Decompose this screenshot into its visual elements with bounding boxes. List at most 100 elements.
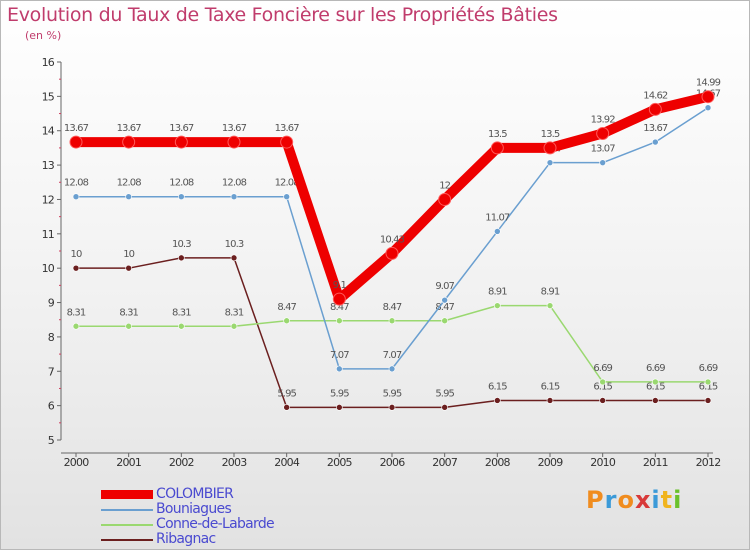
data-label: 6.69 (699, 363, 718, 374)
data-label: 13.67 (169, 123, 194, 134)
data-point (125, 264, 132, 272)
data-label: 13.92 (591, 114, 616, 125)
data-point (230, 193, 238, 201)
data-label: 10 (71, 249, 82, 260)
y-tick-label: 14 (42, 125, 55, 138)
data-point (701, 90, 715, 104)
data-point (174, 135, 188, 149)
data-point (438, 192, 452, 206)
data-label: 8.91 (541, 287, 560, 298)
data-point (599, 378, 606, 386)
data-label: 14.62 (643, 90, 668, 101)
data-point (280, 135, 294, 149)
data-label: 9.1 (333, 280, 347, 291)
data-label: 6.15 (541, 381, 560, 392)
data-point (178, 322, 185, 330)
data-label: 12.08 (222, 178, 247, 189)
data-label: 5.95 (383, 388, 402, 399)
logo-letter: o (617, 486, 635, 514)
data-label: 12.08 (275, 178, 300, 189)
data-label: 7.07 (330, 350, 349, 361)
y-tick-label: 7 (48, 365, 55, 378)
data-point (178, 254, 185, 262)
x-tick-label: 2005 (327, 456, 353, 469)
data-point (178, 193, 185, 201)
data-label: 8.47 (277, 302, 296, 313)
data-label: 13.5 (541, 129, 560, 140)
y-tick-label: 9 (48, 297, 55, 310)
data-point (494, 302, 501, 309)
data-point (230, 322, 238, 330)
data-point (441, 404, 448, 411)
data-label: 7.07 (383, 350, 402, 361)
data-point (546, 302, 554, 309)
legend-swatch (101, 524, 153, 526)
data-point (230, 254, 238, 262)
data-point (388, 404, 396, 411)
y-tick-label: 12 (42, 193, 54, 206)
y-tick-label: 8 (48, 331, 55, 344)
data-point (652, 138, 659, 146)
data-label: 8.47 (435, 302, 454, 313)
data-label: 6.15 (488, 381, 507, 392)
data-point (704, 397, 712, 404)
data-label: 13.07 (591, 144, 616, 155)
data-label: 13.67 (222, 123, 247, 134)
data-point (704, 104, 712, 112)
data-label: 13.67 (643, 123, 668, 134)
data-label: 12.08 (169, 178, 194, 189)
logo-letter: r (604, 486, 618, 514)
data-point (441, 296, 448, 304)
x-tick-label: 2000 (64, 456, 90, 469)
data-label: 10.3 (225, 239, 244, 250)
proxiti-logo: Proxiti (586, 486, 682, 514)
data-label: 8.91 (488, 287, 507, 298)
data-label: 13.67 (275, 123, 300, 134)
y-tick-label: 13 (42, 159, 55, 172)
data-point (227, 135, 241, 149)
data-label: 5.95 (330, 388, 349, 399)
data-label: 6.69 (646, 363, 665, 374)
data-label: 6.15 (593, 381, 612, 392)
data-label: 10.43 (380, 234, 405, 245)
data-point (125, 193, 132, 201)
data-label: 13.67 (64, 123, 89, 134)
data-point (494, 397, 501, 404)
data-point (546, 397, 554, 404)
y-tick-label: 5 (48, 434, 55, 447)
y-tick-label: 10 (42, 262, 55, 275)
legend-label: Ribagnac (156, 531, 216, 547)
series-line-ribagnac (76, 257, 708, 409)
x-tick-label: 2007 (432, 456, 458, 469)
x-tick-label: 2008 (485, 456, 511, 469)
logo-letter: i (651, 486, 661, 514)
data-point (596, 126, 610, 140)
data-point (652, 397, 659, 404)
data-label: 8.47 (383, 302, 402, 313)
data-point (336, 404, 343, 411)
x-tick-label: 2002 (169, 456, 194, 469)
data-label: 8.31 (119, 307, 138, 318)
data-point (599, 159, 606, 166)
data-label: 12.08 (117, 178, 142, 189)
data-label: 10.3 (172, 239, 191, 250)
legend-swatch (101, 539, 153, 541)
data-point (336, 365, 343, 373)
data-point (122, 135, 136, 149)
y-tick-label: 11 (42, 228, 54, 241)
data-point (72, 264, 80, 272)
logo-letter: P (586, 486, 605, 514)
data-point (599, 397, 606, 404)
data-label: 5.95 (277, 388, 296, 399)
data-point (546, 159, 554, 166)
logo-letter: i (673, 486, 683, 514)
data-label: 14.99 (696, 78, 721, 89)
data-point (543, 141, 557, 155)
data-point (385, 246, 399, 260)
data-label: 12.08 (64, 178, 89, 189)
data-label: 6.15 (699, 381, 718, 392)
legend-label: COLOMBIER (156, 486, 234, 502)
data-point (336, 317, 343, 325)
